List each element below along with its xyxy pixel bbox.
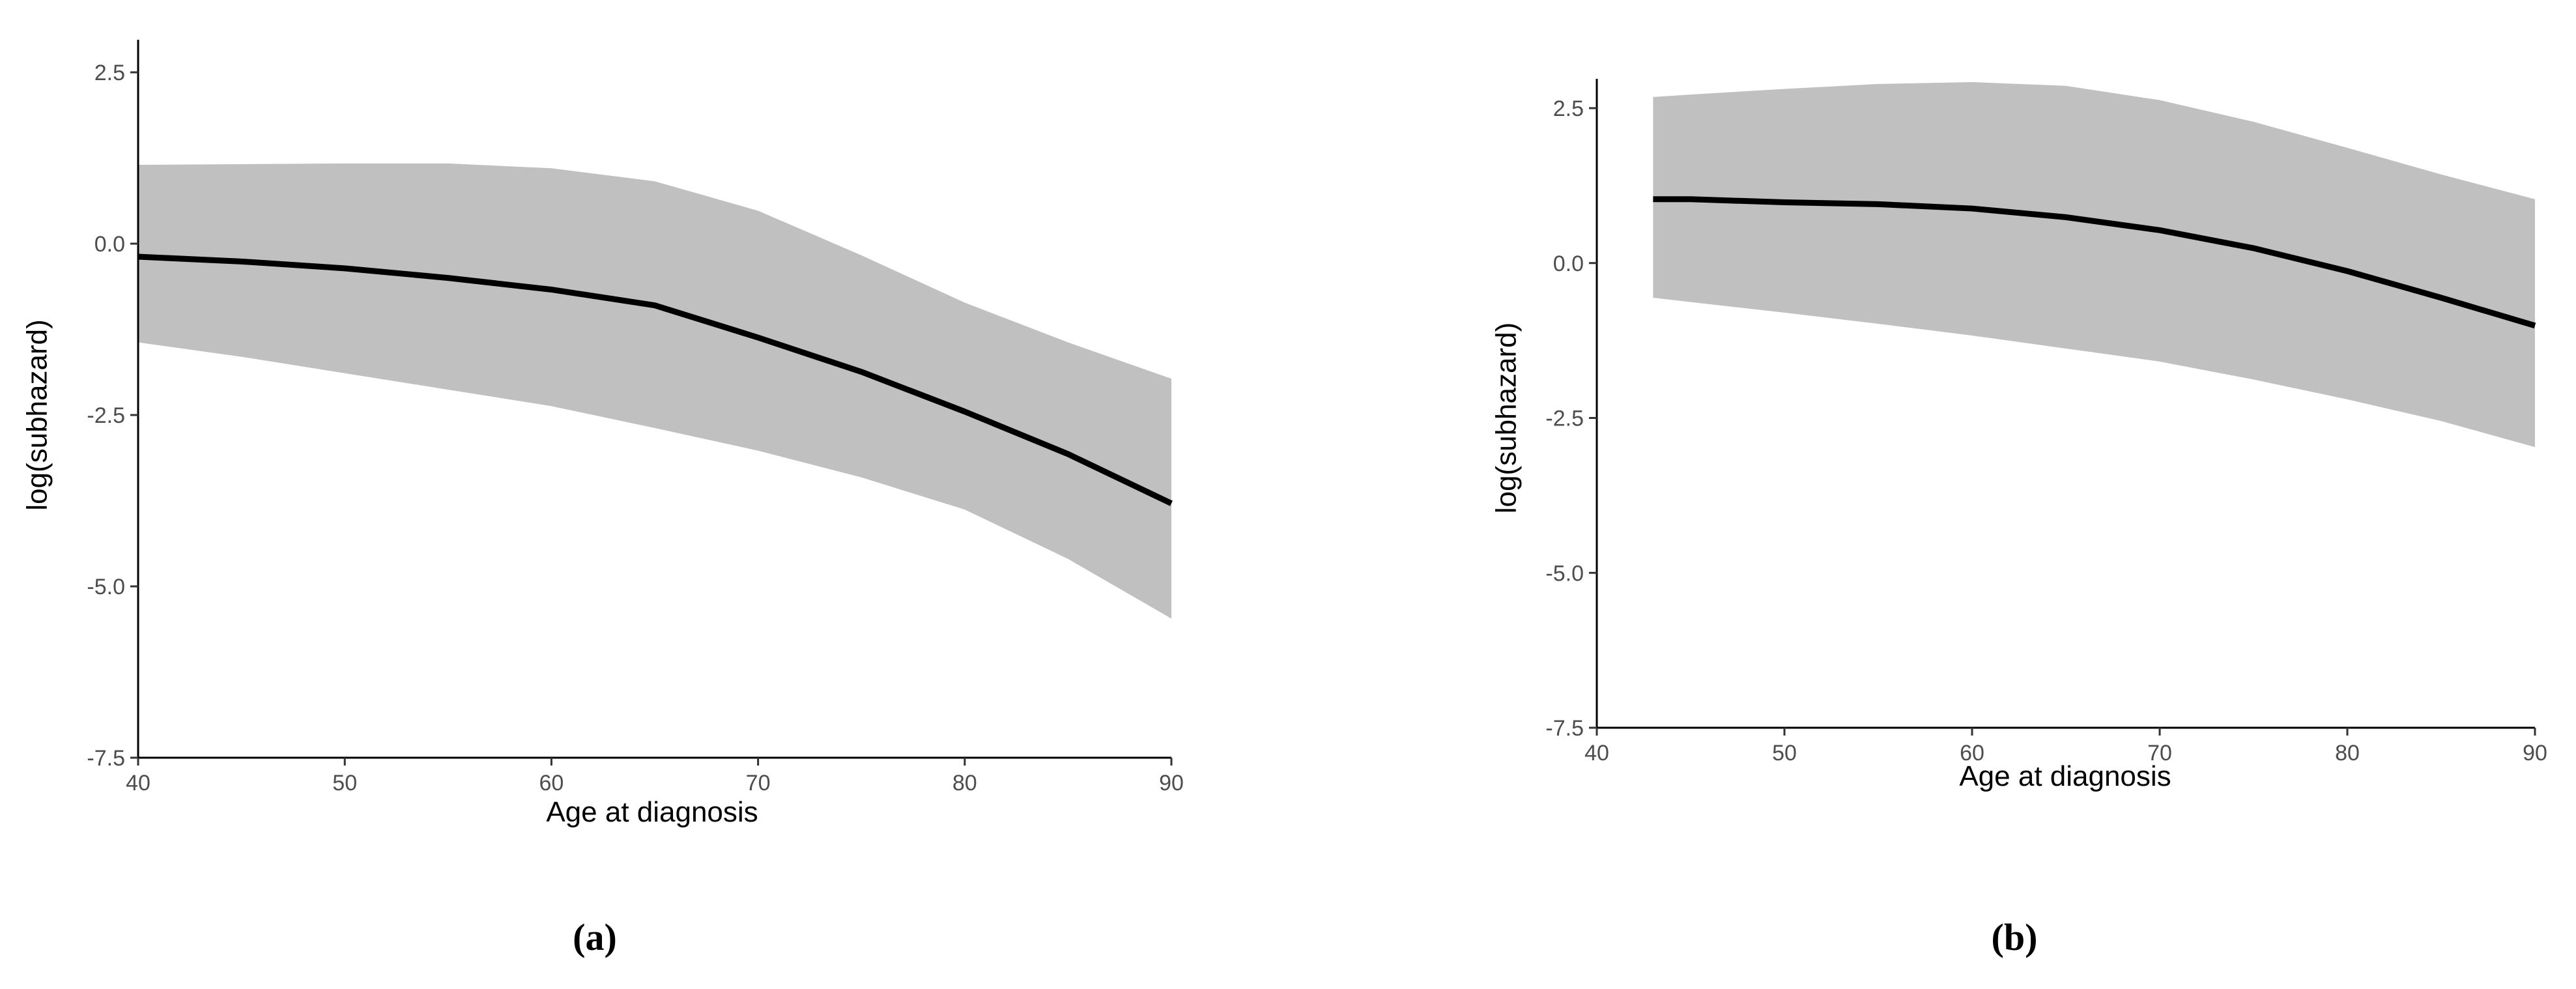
- y-tick-label: -2.5: [1545, 407, 1584, 431]
- y-tick-label: -7.5: [1545, 716, 1584, 741]
- x-axis-title: Age at diagnosis: [1959, 760, 2171, 792]
- confidence-band: [1653, 82, 2535, 448]
- x-tick-label: 40: [1584, 741, 1609, 766]
- y-tick-label: 0.0: [94, 232, 125, 257]
- y-tick-label: 2.5: [1553, 96, 1584, 121]
- x-tick-label: 90: [2523, 741, 2547, 766]
- y-tick-label: -5.0: [1545, 561, 1584, 586]
- chart-panel: -7.5 -5.0 -2.5 0.0 2.5 40 50 60 70 80 90 log(subhaz…: [21, 40, 1184, 958]
- estimate-line: [137, 253, 1173, 506]
- estimate-line: [1653, 196, 2536, 329]
- x-tick-label: 60: [1960, 741, 1984, 766]
- x-tick-label: 40: [126, 771, 150, 796]
- y-tick-label: -5.0: [87, 575, 125, 599]
- panel-caption: (a): [573, 916, 617, 958]
- x-tick-label: 60: [539, 771, 564, 796]
- y-tick-label: 2.5: [94, 61, 125, 85]
- y-axis-title: log(subhazard): [1491, 322, 1523, 514]
- x-tick-label: 80: [952, 771, 977, 796]
- x-tick-label: 90: [1159, 771, 1184, 796]
- x-tick-label: 80: [2335, 741, 2360, 766]
- x-tick-label: 70: [746, 771, 771, 796]
- x-tick-label: 50: [1772, 741, 1797, 766]
- x-axis-title: Age at diagnosis: [546, 796, 758, 828]
- y-tick-label: 0.0: [1553, 251, 1584, 276]
- panel-caption: (b): [1992, 916, 2038, 958]
- y-axis-title: log(subhazard): [21, 319, 53, 511]
- confidence-band: [138, 163, 1171, 619]
- y-tick-label: -7.5: [87, 746, 125, 771]
- chart-panel: -7.5 -5.0 -2.5 0.0 2.5 40 50 60 70 80 90 log(subhaz…: [1491, 79, 2547, 958]
- x-tick-label: 50: [332, 771, 357, 796]
- x-tick-label: 70: [2147, 741, 2172, 766]
- y-tick-label: -2.5: [87, 403, 125, 428]
